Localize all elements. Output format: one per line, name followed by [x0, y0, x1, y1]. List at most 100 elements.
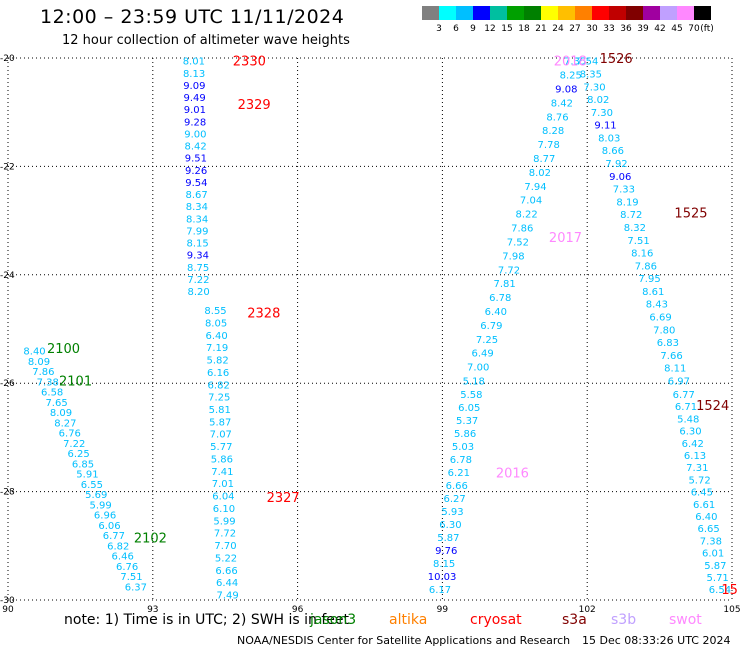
- colorbar-swatch: [507, 6, 524, 20]
- wave-height-label: 5.22: [215, 553, 237, 564]
- wave-height-label: 7.95: [638, 274, 660, 285]
- pass-id-label: 2017: [549, 231, 582, 246]
- colorbar-tick-label: 39: [637, 24, 649, 34]
- wave-height-label: 7.86: [32, 367, 54, 378]
- wave-height-label: 6.76: [116, 562, 138, 573]
- wave-height-label: 6.66: [215, 566, 237, 577]
- wave-height-label: 6.04: [212, 492, 234, 503]
- wave-height-label: 8.05: [205, 318, 227, 329]
- y-tick-label: -30: [0, 596, 15, 606]
- colorbar-tick-label: 45: [671, 24, 682, 34]
- colorbar-swatch: [677, 6, 694, 20]
- colorbar-tick-label: 27: [569, 24, 580, 34]
- wave-height-label: 7.72: [214, 529, 236, 540]
- wave-height-label: 5.99: [213, 516, 235, 527]
- x-tick-label: 105: [723, 605, 740, 615]
- wave-height-label: 8.35: [580, 70, 602, 81]
- wave-height-label: 5.91: [76, 470, 98, 481]
- wave-height-label: 7.80: [653, 325, 675, 336]
- y-tick-label: -20: [0, 54, 15, 64]
- pass-id-label: 1524: [696, 399, 729, 414]
- colorbar-swatch: [524, 6, 541, 20]
- wave-height-label: 8.28: [542, 126, 564, 137]
- wave-height-label: 7.19: [206, 343, 228, 354]
- footer-timestamp: 15 Dec 08:33:26 UTC 2024: [582, 634, 731, 647]
- x-tick-label: 96: [292, 605, 304, 615]
- wave-height-label: 5.03: [452, 442, 474, 453]
- wave-height-label: 7.70: [214, 541, 236, 552]
- wave-height-label: 6.40: [485, 307, 507, 318]
- y-tick-label: -22: [0, 162, 15, 172]
- colorbar-swatch: [660, 6, 677, 20]
- x-tick-label: 93: [147, 605, 158, 615]
- wave-height-label: 5.48: [677, 414, 699, 425]
- colorbar-tick-label: 9: [470, 24, 476, 34]
- wave-height-label: 6.77: [103, 531, 125, 542]
- wave-height-label: 7.81: [493, 279, 515, 290]
- satellite-legend-altika: altika: [389, 612, 428, 628]
- x-tick-label: 99: [437, 605, 449, 615]
- wave-height-label: 6.06: [98, 521, 120, 532]
- wave-height-label: 8.34: [186, 202, 208, 213]
- wave-height-label: 6.58: [41, 388, 63, 399]
- wave-height-label: 6.40: [205, 331, 227, 342]
- wave-height-label: 7.30: [591, 108, 613, 119]
- wave-height-label: 6.66: [446, 481, 468, 492]
- wave-height-label: 8.19: [616, 197, 638, 208]
- wave-height-label: 9.28: [184, 117, 206, 128]
- colorbar-swatch: [558, 6, 575, 20]
- wave-height-label: 8.15: [433, 559, 455, 570]
- wave-height-label: 5.86: [454, 429, 476, 440]
- wave-height-label: 8.11: [664, 364, 686, 375]
- colorbar-tick-label: 42: [654, 24, 665, 34]
- wave-height-label: 6.83: [657, 338, 679, 349]
- wave-height-label: 8.42: [184, 142, 206, 153]
- wave-height-label: 6.16: [207, 368, 229, 379]
- wave-height-label: 9.49: [183, 93, 205, 104]
- wave-height-label: 9.01: [184, 105, 206, 116]
- wave-height-label: 6.40: [695, 512, 717, 523]
- wave-height-label: 9.76: [435, 546, 457, 557]
- colorbar-tick-label: 6: [453, 24, 459, 34]
- wave-height-label: 9.06: [609, 172, 631, 183]
- pass-id-label: 2330: [233, 55, 266, 70]
- wave-height-label: 8.22: [516, 210, 538, 221]
- colorbar-tick-label: 33: [603, 24, 614, 34]
- wave-height-label: 9.00: [184, 129, 206, 140]
- colorbar-tick-label: 12: [484, 24, 495, 34]
- wave-height-label: 6.44: [216, 578, 238, 589]
- wave-height-label: 7.25: [476, 335, 498, 346]
- x-tick-label: 102: [579, 605, 596, 615]
- wave-height-label: 10.03: [428, 572, 457, 583]
- wave-height-label: 7.31: [686, 463, 708, 474]
- wave-height-label: 6.71: [675, 402, 697, 413]
- wave-height-label: 5.87: [704, 561, 726, 572]
- wave-height-label: 6.78: [450, 455, 472, 466]
- wave-height-label: 6.77: [673, 390, 695, 401]
- colorbar-swatch: [609, 6, 626, 20]
- wave-height-label: 5.69: [85, 490, 107, 501]
- footer-credit: NOAA/NESDIS Center for Satellite Applica…: [237, 634, 571, 647]
- wave-height-label: 5.87: [209, 417, 231, 428]
- pass-id-label: 2328: [247, 307, 280, 322]
- wave-height-label: 6.54: [709, 585, 731, 596]
- wave-height-label: 5.58: [460, 390, 482, 401]
- wave-height-label: 7.01: [212, 479, 234, 490]
- wave-height-label: 8.20: [188, 287, 210, 298]
- wave-height-label: 5.99: [90, 500, 112, 511]
- wave-height-label: 9.08: [555, 85, 577, 96]
- satellite-legend-s3a: s3a: [562, 612, 587, 628]
- wave-height-label: 7.38: [37, 377, 59, 388]
- wave-height-label: 8.40: [23, 347, 45, 358]
- pass-id-label: 2102: [134, 532, 167, 547]
- colorbar-swatch: [643, 6, 660, 20]
- pass-id-label: 2329: [238, 98, 271, 113]
- wave-height-label: 7.38: [700, 536, 722, 547]
- wave-height-label: 9.51: [185, 154, 207, 165]
- wave-height-label: 7.07: [210, 430, 232, 441]
- colorbar-swatch: [473, 6, 490, 20]
- colorbar-tick-label: 21: [535, 24, 546, 34]
- colorbar-tick-label: 36: [620, 24, 632, 34]
- y-tick-label: -28: [0, 488, 15, 498]
